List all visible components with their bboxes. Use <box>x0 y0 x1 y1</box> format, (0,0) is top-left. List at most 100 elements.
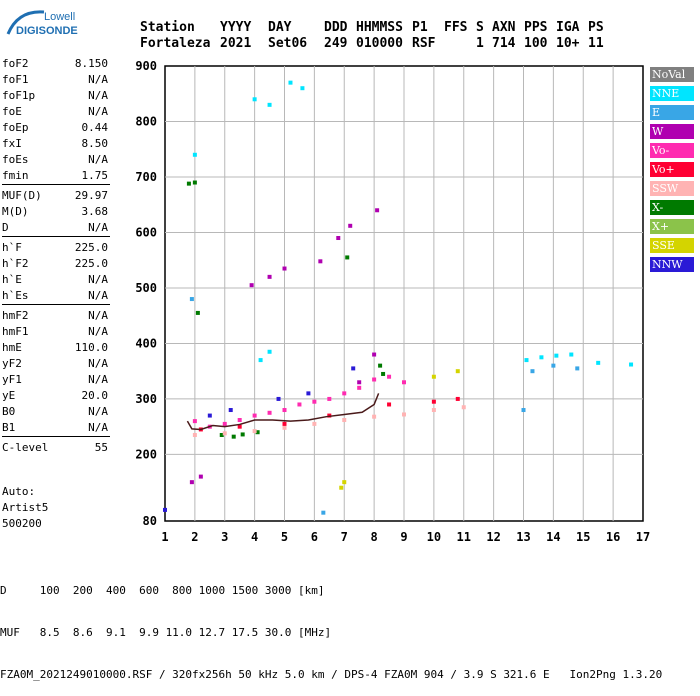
data-point <box>267 410 272 415</box>
param-row: yF1 N/A <box>0 372 112 388</box>
param-divider <box>2 184 110 188</box>
data-point <box>569 352 574 357</box>
logo-line1: Lowell <box>44 11 75 23</box>
param-value: 0.44 <box>81 121 109 134</box>
param-value: 20.0 <box>81 389 109 402</box>
data-point <box>282 425 287 430</box>
param-name: M(D) <box>2 205 29 218</box>
param-value: 29.97 <box>74 189 108 202</box>
x-tick-label: 3 <box>221 530 228 544</box>
header-value-5: RSF <box>412 36 436 51</box>
y-tick-label: 200 <box>135 447 157 461</box>
param-row: foF1p N/A <box>0 88 112 104</box>
data-point <box>222 421 227 426</box>
data-point <box>163 507 167 512</box>
header-value-10: 10+ <box>556 36 580 51</box>
param-row: D N/A <box>0 220 112 236</box>
param-name: foF1 <box>2 73 29 86</box>
ionogram-chart: 1 2 3 4 5 6 7 8 9 10 11 12 13 14 15 16 17802003004005006… <box>135 59 650 544</box>
param-row: fxI 8.50 <box>0 136 112 152</box>
legend-item-noval: NoVal <box>650 67 694 82</box>
header-label-8: AXN <box>492 20 516 35</box>
auto-line2: Artist5 <box>2 501 49 514</box>
data-point <box>455 396 460 401</box>
param-name: foF1p <box>2 89 36 102</box>
param-value: N/A <box>88 289 108 302</box>
param-value: N/A <box>88 357 108 370</box>
param-name: D <box>2 221 9 234</box>
data-point <box>357 380 362 385</box>
param-name: hmF1 <box>2 325 29 338</box>
data-point <box>455 369 460 374</box>
data-point <box>198 474 203 479</box>
param-row: C-level 55 <box>0 440 112 456</box>
data-point <box>524 358 529 363</box>
data-point <box>372 377 377 382</box>
station-header: Station YYYY DAY DDD HHMMSS P1 FFS S AXN PPS IGA PS… <box>140 20 612 52</box>
parameter-panel: foF2 8.150 foF1 N/A foF1p N/A foE N/A foEp 0.44 fx… <box>0 56 112 456</box>
x-tick-label: 14 <box>546 530 560 544</box>
auto-line1: Auto: <box>2 485 36 498</box>
data-point <box>318 259 323 264</box>
param-value: N/A <box>88 325 108 338</box>
param-name: h`F <box>2 241 22 254</box>
data-point <box>357 385 362 390</box>
data-point <box>282 421 287 426</box>
y-tick-label: 600 <box>135 225 157 239</box>
param-name: yF2 <box>2 357 22 370</box>
param-name: hmE <box>2 341 22 354</box>
header-value-4: 010000 <box>356 36 403 51</box>
param-name: h`Es <box>2 289 29 302</box>
data-point <box>255 430 260 435</box>
y-tick-label: 500 <box>135 281 157 295</box>
header-labels-row: Station YYYY DAY DDD HHMMSS P1 FFS S AXN PPS IGA PS <box>140 20 612 36</box>
header-label-10: IGA <box>556 20 580 35</box>
data-point <box>387 374 392 379</box>
param-value: 110.0 <box>74 341 108 354</box>
data-point <box>629 362 634 367</box>
param-value: N/A <box>88 309 108 322</box>
param-value: N/A <box>88 73 108 86</box>
data-point <box>192 152 197 157</box>
y-tick-label: 400 <box>135 336 157 350</box>
legend-item-vo: Vo- <box>650 143 694 158</box>
header-label-9: PPS <box>524 20 548 35</box>
param-value: 1.75 <box>81 169 109 182</box>
data-point <box>521 408 526 413</box>
param-row: foE N/A <box>0 104 112 120</box>
param-value: 8.50 <box>81 137 109 150</box>
param-row: fmin 1.75 <box>0 168 112 184</box>
data-point <box>237 418 242 423</box>
data-point <box>575 366 580 371</box>
header-label-11: PS <box>588 20 604 35</box>
header-label-1: YYYY <box>220 20 252 35</box>
x-tick-label: 13 <box>516 530 530 544</box>
x-tick-label: 2 <box>191 530 198 544</box>
param-divider <box>2 304 110 308</box>
header-label-0: Station <box>140 20 195 35</box>
param-value: N/A <box>88 405 108 418</box>
param-name: h`E <box>2 273 22 286</box>
param-row: foEp 0.44 <box>0 120 112 136</box>
param-name: h`F2 <box>2 257 29 270</box>
legend-item-vo: Vo+ <box>650 162 694 177</box>
legend-item-nne: NNE <box>650 86 694 101</box>
data-point <box>282 408 287 413</box>
data-point <box>282 266 287 271</box>
logo-line2: DIGISONDE <box>16 25 78 37</box>
data-point <box>336 236 341 241</box>
data-point <box>258 358 263 363</box>
header-value-0: Fortaleza <box>140 36 211 51</box>
header-label-7: S <box>476 20 484 35</box>
param-name: fmin <box>2 169 29 182</box>
data-point <box>312 399 317 404</box>
data-point <box>372 414 377 419</box>
data-point <box>237 424 242 429</box>
param-row: h`E N/A <box>0 272 112 288</box>
y-tick-label: 80 <box>143 514 157 528</box>
x-tick-label: 6 <box>311 530 318 544</box>
data-point <box>461 405 466 410</box>
data-point <box>249 283 254 288</box>
data-point <box>276 396 281 401</box>
header-values-row: Fortaleza 2021 Set06 249 010000 RSF 1 714 100 10+… <box>140 36 612 52</box>
